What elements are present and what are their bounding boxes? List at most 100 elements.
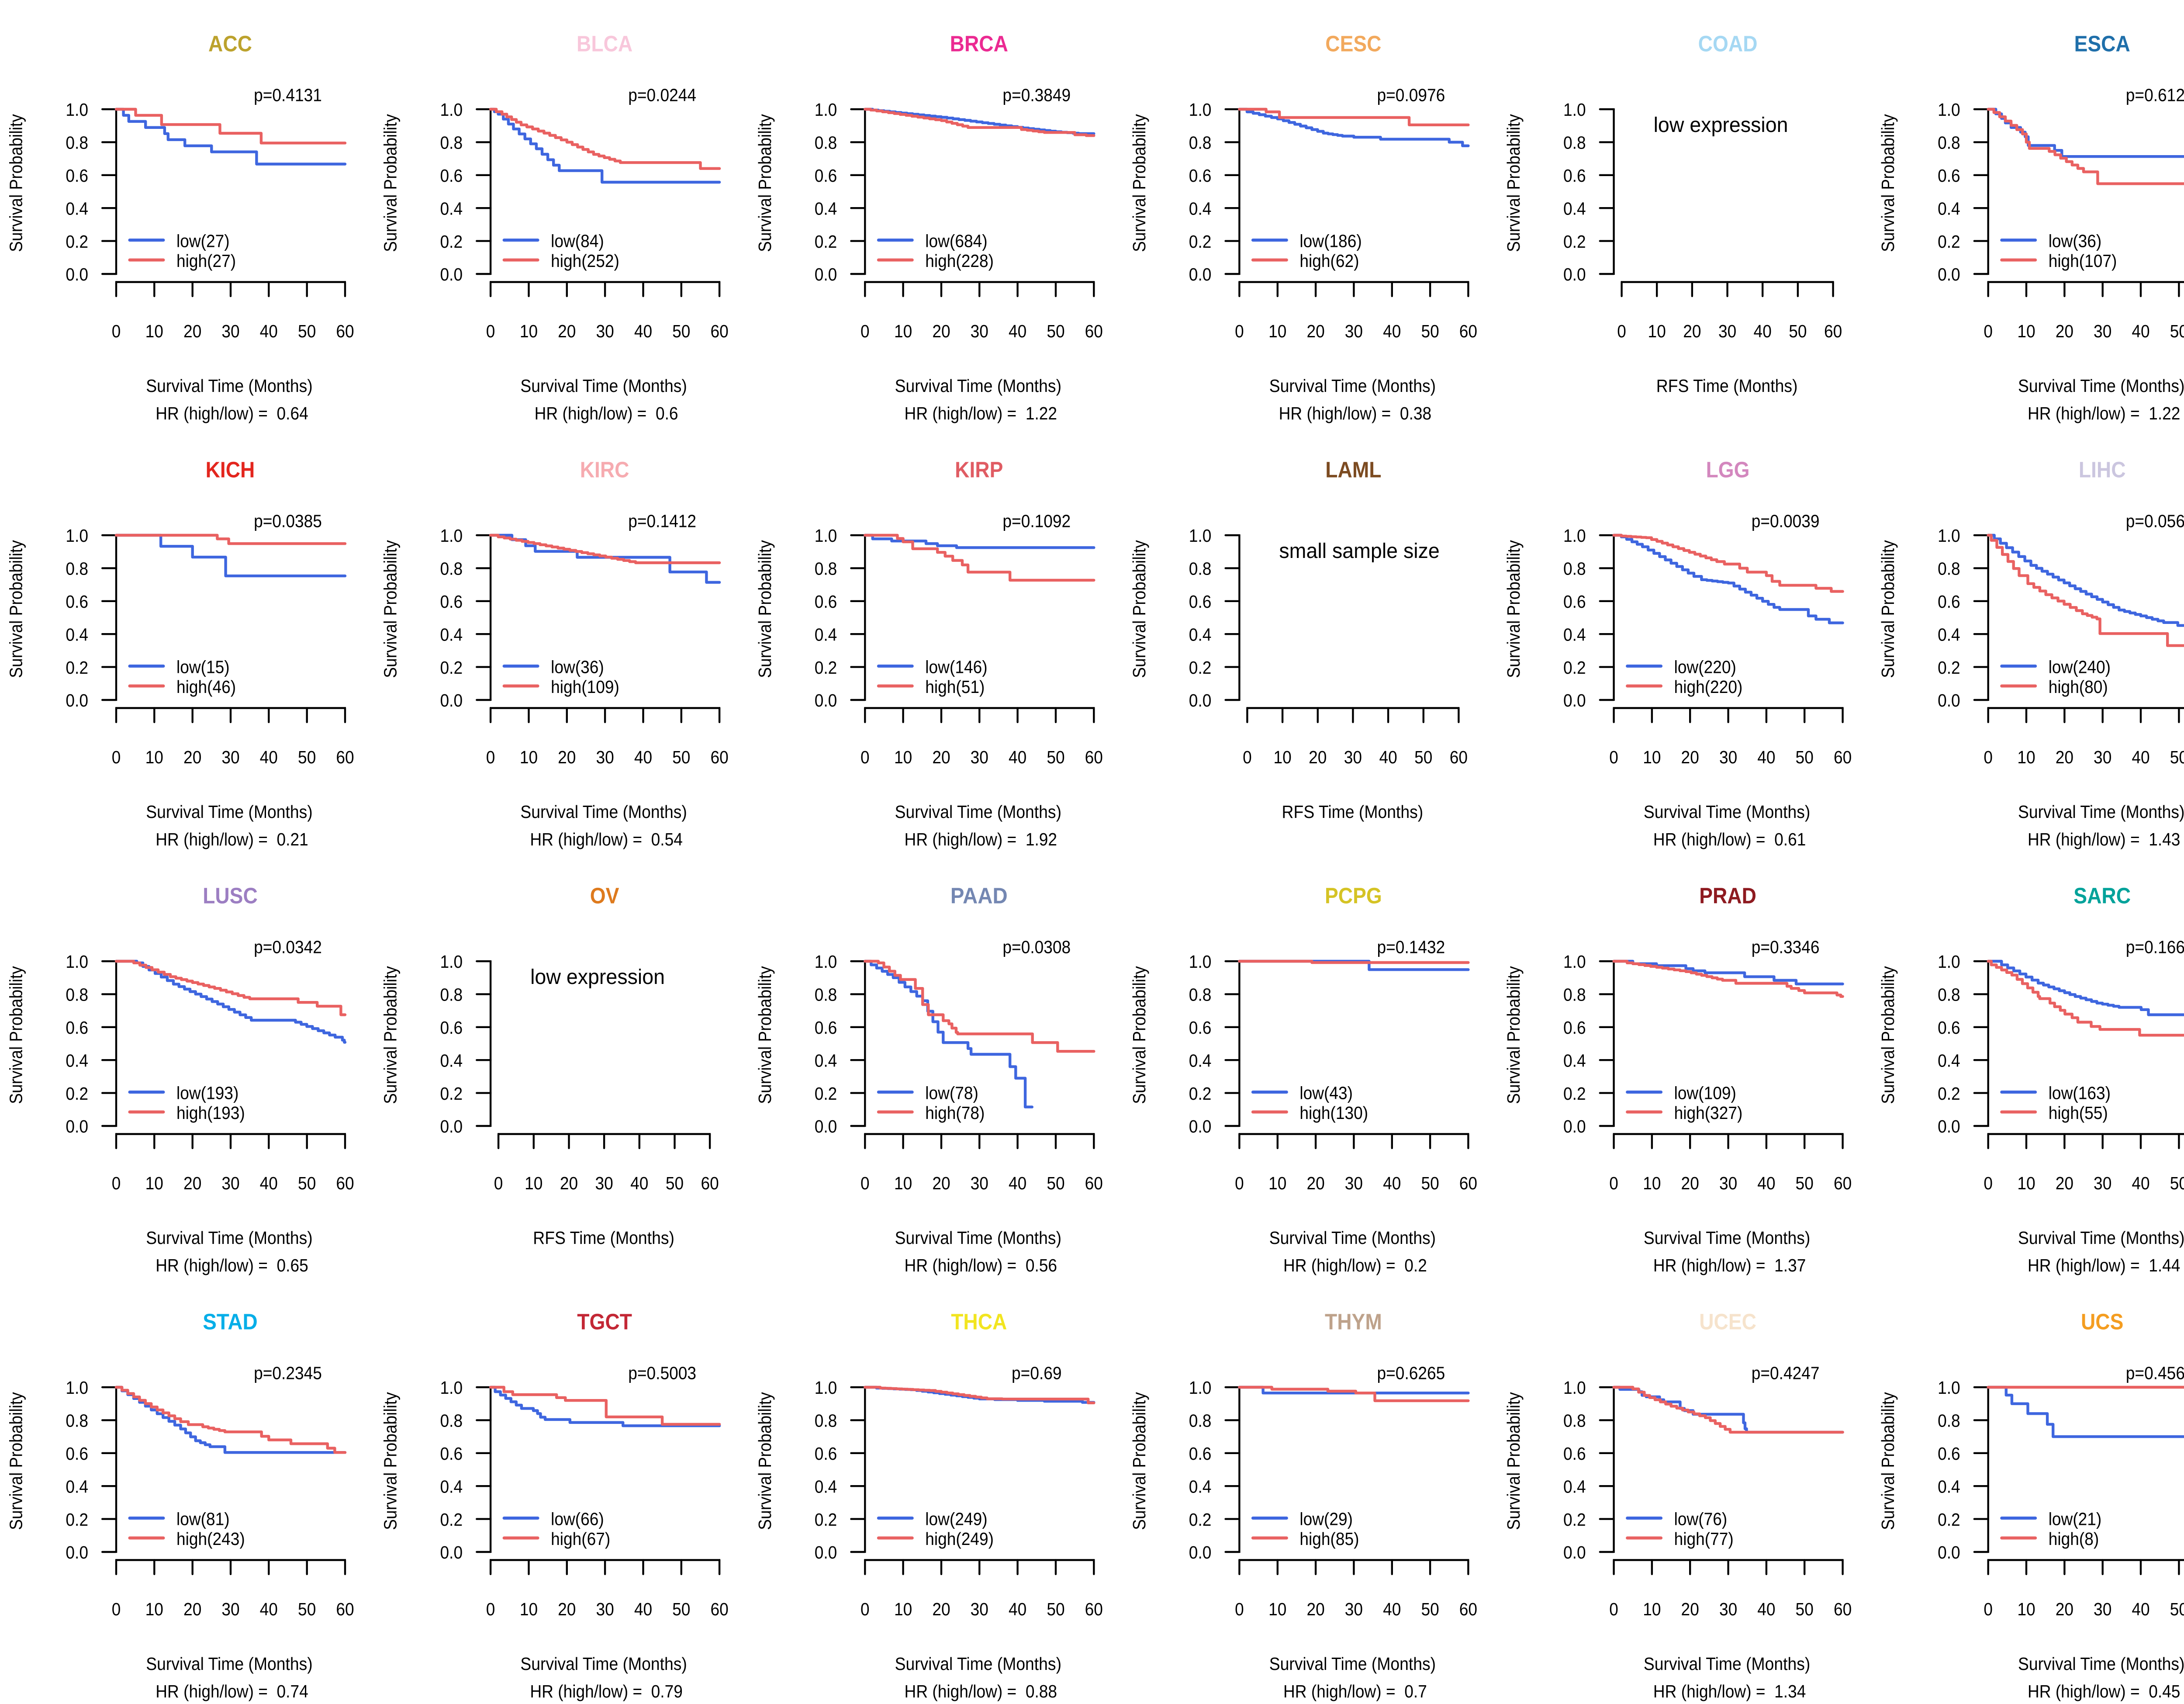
- svg-text:10: 10: [1643, 1599, 1661, 1619]
- svg-text:0.0: 0.0: [1563, 1542, 1586, 1562]
- svg-text:low(220): low(220): [1674, 657, 1736, 677]
- svg-text:50: 50: [1796, 747, 1814, 767]
- svg-text:0.4: 0.4: [1563, 624, 1586, 644]
- svg-text:0.2: 0.2: [1938, 232, 1960, 252]
- svg-text:1.0: 1.0: [440, 1378, 463, 1398]
- svg-text:Survival Time (Months): Survival Time (Months): [520, 1654, 687, 1674]
- svg-text:low(43): low(43): [1299, 1083, 1353, 1103]
- svg-text:0: 0: [860, 1599, 870, 1619]
- svg-text:40: 40: [1383, 1599, 1401, 1619]
- svg-text:30: 30: [971, 747, 988, 767]
- svg-text:0: 0: [112, 321, 121, 341]
- svg-text:0.0: 0.0: [66, 1116, 88, 1136]
- svg-text:Survival Probability: Survival Probability: [755, 540, 775, 678]
- svg-text:0: 0: [1235, 321, 1244, 341]
- svg-text:high(78): high(78): [925, 1103, 985, 1123]
- svg-text:0.8: 0.8: [66, 1411, 88, 1431]
- svg-text:50: 50: [1047, 1173, 1064, 1193]
- svg-text:1.0: 1.0: [66, 1378, 88, 1398]
- svg-text:high(130): high(130): [1299, 1103, 1368, 1123]
- svg-text:60: 60: [1459, 1173, 1477, 1193]
- svg-text:low(84): low(84): [551, 231, 604, 251]
- svg-text:0.8: 0.8: [815, 133, 837, 153]
- svg-text:40: 40: [2132, 1173, 2149, 1193]
- svg-text:10: 10: [2017, 321, 2035, 341]
- svg-text:low(684): low(684): [925, 231, 987, 251]
- svg-text:60: 60: [1450, 747, 1468, 767]
- svg-text:HR (high/low) = 0.79: HR (high/low) = 0.79: [530, 1681, 683, 1701]
- svg-text:0.8: 0.8: [66, 559, 88, 579]
- svg-text:HR (high/low) = 0.54: HR (high/low) = 0.54: [530, 829, 683, 849]
- svg-text:0: 0: [1984, 1599, 1993, 1619]
- svg-text:1.0: 1.0: [66, 526, 88, 546]
- svg-text:30: 30: [2094, 1599, 2111, 1619]
- svg-text:40: 40: [1754, 321, 1772, 341]
- svg-text:Survival Time (Months): Survival Time (Months): [520, 376, 687, 396]
- svg-text:Survival Probability: Survival Probability: [755, 966, 775, 1104]
- svg-text:10: 10: [1643, 1173, 1661, 1193]
- svg-text:high(27): high(27): [176, 251, 236, 271]
- svg-text:50: 50: [1421, 1173, 1439, 1193]
- svg-text:0.0: 0.0: [1189, 1116, 1212, 1136]
- svg-text:50: 50: [1047, 747, 1064, 767]
- svg-text:50: 50: [2170, 747, 2184, 767]
- svg-text:low(66): low(66): [551, 1509, 604, 1529]
- svg-text:p=0.6265: p=0.6265: [1377, 1363, 1445, 1383]
- svg-text:30: 30: [1718, 321, 1736, 341]
- svg-text:1.0: 1.0: [815, 1378, 837, 1398]
- svg-text:RFS Time (Months): RFS Time (Months): [1282, 802, 1424, 822]
- svg-text:1.0: 1.0: [1189, 100, 1212, 120]
- svg-text:0.6: 0.6: [815, 1018, 837, 1038]
- svg-text:60: 60: [1459, 321, 1477, 341]
- svg-text:20: 20: [1681, 1599, 1699, 1619]
- svg-text:high(85): high(85): [1299, 1529, 1359, 1549]
- svg-text:Survival Time (Months): Survival Time (Months): [895, 802, 1061, 822]
- svg-text:30: 30: [2094, 747, 2111, 767]
- svg-text:10: 10: [525, 1173, 543, 1193]
- svg-text:HR (high/low) = 1.22: HR (high/low) = 1.22: [2028, 403, 2181, 423]
- svg-text:0.2: 0.2: [1563, 1510, 1586, 1530]
- svg-text:p=0.4247: p=0.4247: [1752, 1363, 1820, 1383]
- svg-text:1.0: 1.0: [66, 100, 88, 120]
- svg-text:0.6: 0.6: [66, 1444, 88, 1464]
- svg-text:60: 60: [1834, 1599, 1852, 1619]
- svg-text:20: 20: [2056, 1173, 2073, 1193]
- svg-text:40: 40: [260, 321, 278, 341]
- svg-text:0.2: 0.2: [1938, 1510, 1960, 1530]
- svg-text:0: 0: [860, 1173, 870, 1193]
- svg-text:50: 50: [298, 747, 316, 767]
- svg-text:30: 30: [1345, 1173, 1363, 1193]
- svg-text:40: 40: [1383, 321, 1401, 341]
- svg-text:0.6: 0.6: [1938, 1018, 1960, 1038]
- svg-text:0.0: 0.0: [440, 1116, 463, 1136]
- svg-text:1.0: 1.0: [815, 100, 837, 120]
- svg-text:high(252): high(252): [551, 251, 619, 271]
- svg-text:30: 30: [221, 1599, 239, 1619]
- svg-text:0.0: 0.0: [815, 1116, 837, 1136]
- svg-text:20: 20: [1681, 747, 1699, 767]
- svg-text:10: 10: [145, 1599, 163, 1619]
- svg-text:high(249): high(249): [925, 1529, 994, 1549]
- svg-text:40: 40: [1009, 321, 1026, 341]
- svg-text:p=0.5003: p=0.5003: [628, 1363, 696, 1383]
- svg-text:1.0: 1.0: [1938, 526, 1960, 546]
- svg-text:0.0: 0.0: [1189, 1542, 1212, 1562]
- svg-text:40: 40: [634, 321, 652, 341]
- svg-text:0.2: 0.2: [1563, 658, 1586, 678]
- svg-text:0.8: 0.8: [440, 1411, 463, 1431]
- svg-text:PAAD: PAAD: [950, 883, 1008, 908]
- svg-text:1.0: 1.0: [440, 100, 463, 120]
- svg-text:0.4: 0.4: [1563, 1050, 1586, 1070]
- svg-text:0.2: 0.2: [440, 1084, 463, 1104]
- svg-text:20: 20: [1681, 1173, 1699, 1193]
- svg-text:0.6: 0.6: [1189, 592, 1212, 612]
- svg-text:0: 0: [1617, 321, 1626, 341]
- svg-text:0.2: 0.2: [1189, 1084, 1212, 1104]
- svg-text:50: 50: [298, 1173, 316, 1193]
- svg-text:p=0.3849: p=0.3849: [1002, 85, 1071, 105]
- svg-text:Survival Probability: Survival Probability: [380, 540, 401, 678]
- svg-text:high(77): high(77): [1674, 1529, 1734, 1549]
- svg-text:0.6: 0.6: [66, 1018, 88, 1038]
- svg-text:Survival Probability: Survival Probability: [1878, 966, 1898, 1104]
- svg-text:10: 10: [2017, 1173, 2035, 1193]
